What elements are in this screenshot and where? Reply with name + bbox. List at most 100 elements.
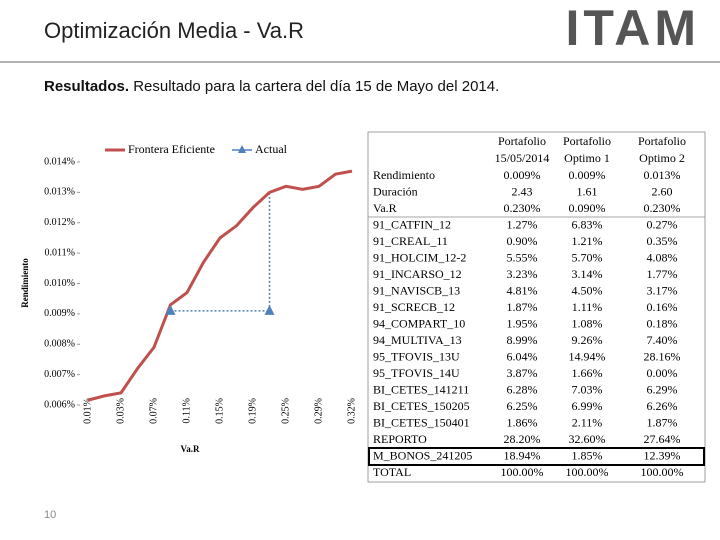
table-cell: 28.20%: [504, 432, 541, 446]
subtitle-bold: Resultados.: [44, 78, 129, 95]
table-cell: 100.00%: [566, 465, 609, 479]
row-label: 91_NAVISCB_13: [373, 283, 460, 297]
table-cell: 1.85%: [572, 448, 603, 462]
table-cell: 7.03%: [572, 382, 603, 396]
table-cell: 9.26%: [572, 333, 603, 347]
row-label: Va.R: [373, 201, 397, 215]
table-cell: 12.39%: [644, 448, 681, 462]
row-label: Rendimiento: [373, 168, 435, 182]
y-tick-label: 0.008%: [44, 339, 75, 350]
row-label: 91_INCARSO_12: [373, 267, 462, 281]
table-cell: 1.86%: [507, 415, 538, 429]
legend-marker: [238, 145, 246, 153]
table-cell: 8.99%: [507, 333, 538, 347]
row-label: 91_HOLCIM_12-2: [373, 250, 466, 264]
column-header: 15/05/2014: [495, 151, 550, 165]
y-tick-label: 0.007%: [44, 369, 75, 380]
table-cell: 3.87%: [507, 366, 538, 380]
subtitle-text: Resultado para la cartera del día 15 de …: [133, 78, 499, 95]
table-cell: 1.87%: [507, 300, 538, 314]
column-header: Optimo 2: [639, 151, 685, 165]
table-cell: 6.25%: [507, 399, 538, 413]
table-cell: 1.66%: [572, 366, 603, 380]
table-cell: 3.17%: [647, 283, 678, 297]
table-cell: 6.83%: [572, 217, 603, 231]
row-label: BI_CETES_150205: [373, 399, 470, 413]
table-cell: 2.43: [512, 184, 533, 198]
x-tick-label: 0.01%: [82, 398, 93, 424]
y-tick-label: 0.010%: [44, 278, 75, 289]
y-axis-label: Rendimiento: [20, 258, 30, 308]
table-cell: 3.23%: [507, 267, 538, 281]
table-cell: 1.21%: [572, 234, 603, 248]
table-cell: 2.60: [652, 184, 673, 198]
table-cell: 14.94%: [569, 349, 606, 363]
table-cell: 0.090%: [569, 201, 606, 215]
table-cell: 1.08%: [572, 316, 603, 330]
table-cell: 32.60%: [569, 432, 606, 446]
column-header: Optimo 1: [564, 151, 610, 165]
table-cell: 6.99%: [572, 399, 603, 413]
row-label: BI_CETES_150401: [373, 415, 470, 429]
table-cell: 0.00%: [647, 366, 678, 380]
table-cell: 7.40%: [647, 333, 678, 347]
table-cell: 1.77%: [647, 267, 678, 281]
table-border: [367, 131, 706, 483]
table-cell: 18.94%: [504, 448, 541, 462]
table: Portafolio 15/05/2014 Portafolio Optimo 1 Po…: [367, 131, 706, 483]
table-cell: 5.55%: [507, 250, 538, 264]
table-cell: 4.08%: [647, 250, 678, 264]
row-label: REPORTO: [373, 432, 427, 446]
logo: ITAM: [566, 0, 700, 56]
table-cell: 1.61: [577, 184, 598, 198]
x-tick-label: 0.11%: [181, 398, 192, 423]
table-cell: 0.27%: [647, 217, 678, 231]
table-cell: 2.11%: [572, 415, 603, 429]
row-label: 91_SCRECB_12: [373, 300, 455, 314]
table-cell: 100.00%: [641, 465, 684, 479]
table-cell: 0.90%: [507, 234, 538, 248]
table-cell: 27.64%: [644, 432, 681, 446]
x-tick-label: 0.32%: [346, 398, 357, 424]
y-tick-label: 0.014%: [44, 156, 75, 167]
table-cell: 0.013%: [644, 168, 681, 182]
row-label: 94_COMPART_10: [373, 316, 465, 330]
column-header: Portafolio: [638, 134, 686, 148]
table-cell: 1.11%: [572, 300, 603, 314]
table-cell: 5.70%: [572, 250, 603, 264]
slide-title: Optimización Media - Va.R: [44, 18, 304, 43]
row-label: 94_MULTIVA_13: [373, 333, 462, 347]
row-label: 91_CREAL_11: [373, 234, 448, 248]
table-cell: 6.26%: [647, 399, 678, 413]
chart: 0.006% 0.007% 0.008% 0.009% 0.010% 0.011% 0.01…: [20, 142, 357, 454]
table-cell: 0.16%: [647, 300, 678, 314]
x-tick-label: 0.03%: [115, 398, 126, 424]
x-tick-label: 0.29%: [313, 398, 324, 424]
page-number: 10: [44, 509, 56, 521]
column-header: Portafolio: [498, 134, 546, 148]
table-cell: 6.04%: [507, 349, 538, 363]
table-cell: 3.14%: [572, 267, 603, 281]
table-cell: 100.00%: [501, 465, 544, 479]
table-cell: 0.35%: [647, 234, 678, 248]
table-cell: 1.95%: [507, 316, 538, 330]
x-tick-label: 0.19%: [247, 398, 258, 424]
row-label: Duración: [373, 184, 418, 198]
actual-marker: [165, 304, 176, 315]
x-axis-label: Va.R: [181, 444, 200, 454]
y-tick-label: 0.011%: [45, 247, 75, 258]
legend-label: Frontera Eficiente: [128, 142, 215, 156]
column-header: Portafolio: [563, 134, 611, 148]
table-cell: 6.28%: [507, 382, 538, 396]
row-highlight: [368, 447, 705, 466]
subtitle: Resultados. Resultado para la cartera de…: [44, 78, 499, 95]
row-label: 91_CATFIN_12: [373, 217, 451, 231]
y-tick-label: 0.009%: [44, 308, 75, 319]
table-cell: 0.230%: [504, 201, 541, 215]
x-tick-label: 0.15%: [214, 398, 225, 424]
row-label: TOTAL: [373, 465, 411, 479]
table-cell: 1.27%: [507, 217, 538, 231]
y-tick-label: 0.012%: [44, 217, 75, 228]
frontier-line: [87, 169, 353, 402]
